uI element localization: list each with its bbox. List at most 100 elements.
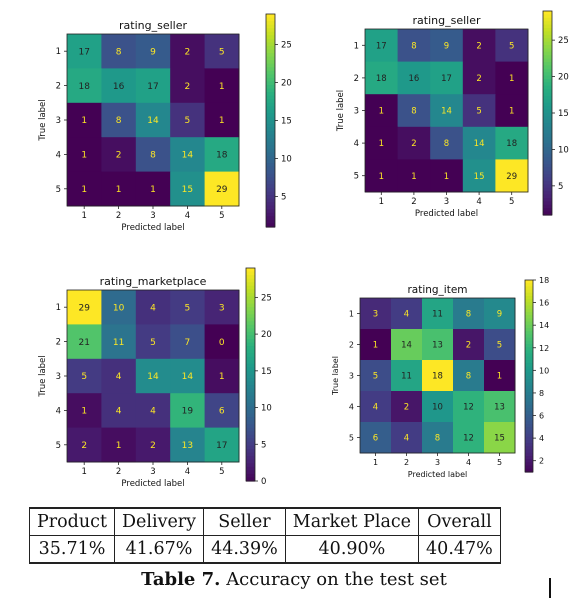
heatmap-cell: [170, 102, 206, 138]
y-tick-label: 3: [56, 116, 61, 126]
cell-value-label: 15: [182, 185, 193, 195]
heatmap-cell: [422, 391, 454, 423]
heatmap-cell: [101, 171, 137, 207]
colorbar-segment: [543, 31, 552, 36]
cell-value-label: 10: [113, 303, 125, 313]
colorbar-segment: [543, 126, 552, 131]
colorbar-segment: [246, 285, 255, 290]
cell-value-label: 1: [150, 185, 156, 195]
cell-value-label: 4: [404, 434, 409, 444]
cell-value-label: 1: [509, 74, 514, 84]
heatmap-cell: [453, 360, 485, 392]
colorbar-segment: [543, 170, 552, 175]
colorbar-segment: [246, 275, 255, 280]
cell-value-label: 2: [116, 151, 122, 161]
colorbar-segment: [246, 445, 255, 450]
heatmap-cell: [67, 34, 102, 69]
caption-label: Table 7.: [141, 569, 221, 590]
y-tick-label: 5: [354, 172, 359, 182]
colorbar-segment: [246, 356, 255, 361]
colorbar-segment: [525, 289, 533, 294]
y-tick-label: 2: [56, 82, 61, 92]
cell-value-label: 16: [113, 82, 125, 92]
x-tick-label: 3: [435, 458, 440, 467]
cell-value-label: 5: [373, 372, 378, 382]
colorbar-segment: [543, 167, 552, 172]
colorbar-segment: [266, 198, 275, 203]
colorbar-segment: [525, 350, 533, 355]
colorbar-segment: [525, 312, 533, 316]
colorbar-segment: [266, 131, 275, 136]
colorbar-segment: [266, 212, 275, 217]
y-tick-label: 5: [349, 433, 354, 442]
y-tick-label: 2: [349, 340, 354, 349]
colorbar-segment: [525, 382, 533, 387]
heatmap-cell: [397, 61, 431, 95]
cell-value-label: 14: [401, 341, 412, 351]
x-tick-label: 2: [116, 467, 121, 477]
colorbar-segment: [246, 381, 255, 386]
colorbar-segment: [525, 347, 533, 351]
colorbar-segment: [266, 28, 275, 33]
x-axis-label: Predicted label: [408, 470, 467, 479]
cell-value-label: 5: [185, 303, 191, 313]
colorbar-segment: [266, 163, 275, 168]
y-tick-label: 1: [354, 41, 359, 51]
colorbar-segment: [543, 164, 552, 168]
heatmap-cell: [462, 94, 496, 128]
colorbar-segment: [266, 49, 275, 54]
cell-value-label: 8: [444, 139, 449, 149]
cell-value-label: 29: [506, 172, 517, 182]
cell-value-label: 17: [78, 47, 89, 57]
colorbar-segment: [543, 79, 552, 83]
cell-value-label: 8: [116, 47, 122, 57]
colorbar-segment: [525, 417, 533, 422]
heatmap-cell: [430, 94, 464, 128]
heatmap-cell: [453, 391, 485, 423]
colorbar-segment: [525, 315, 533, 319]
colorbar-segment: [266, 45, 275, 51]
colorbar-segment: [246, 360, 255, 365]
colorbar-segment: [543, 136, 552, 141]
colorbar-segment: [543, 55, 552, 60]
cell-value-label: 17: [216, 441, 227, 451]
colorbar-tick-label: 10: [558, 145, 569, 155]
cell-value-label: 14: [147, 116, 159, 126]
heatmap-cell: [101, 68, 137, 104]
y-tick-label: 1: [56, 47, 61, 57]
colorbar-segment: [525, 302, 533, 307]
cell-value-label: 18: [376, 74, 387, 84]
heatmap-cell: [391, 329, 423, 361]
colorbar-segment: [266, 102, 275, 107]
heatmap-cell: [495, 159, 529, 193]
heatmap-cell: [365, 61, 399, 95]
x-tick-label: 4: [476, 197, 481, 207]
heatmap-cell: [170, 427, 206, 463]
colorbar-segment: [525, 449, 533, 454]
table-caption: Table 7. Accuracy on the test set: [0, 569, 588, 590]
colorbar-segment: [246, 353, 255, 358]
colorbar-segment: [543, 123, 552, 128]
heatmap-cell: [430, 61, 464, 95]
cell-value-label: 12: [463, 403, 474, 413]
colorbar-tick-label: 5: [281, 193, 286, 203]
heatmap-cell: [397, 126, 431, 160]
colorbar-segment: [266, 53, 275, 58]
cell-value-label: 2: [411, 139, 416, 149]
colorbar-segment: [246, 278, 255, 283]
colorbar-segment: [246, 303, 255, 308]
colorbar-segment: [266, 109, 275, 114]
colorbar-segment: [525, 443, 533, 447]
cell-value-label: 29: [78, 303, 90, 313]
table-header-cell: Delivery: [113, 507, 205, 536]
colorbar-segment: [525, 280, 533, 284]
y-tick-label: 4: [349, 402, 354, 411]
colorbar-segment: [543, 184, 552, 189]
colorbar-segment: [525, 392, 533, 396]
colorbar-segment: [525, 424, 533, 428]
colorbar-segment: [525, 436, 533, 441]
colorbar-segment: [266, 70, 275, 75]
colorbar-segment: [543, 14, 552, 19]
